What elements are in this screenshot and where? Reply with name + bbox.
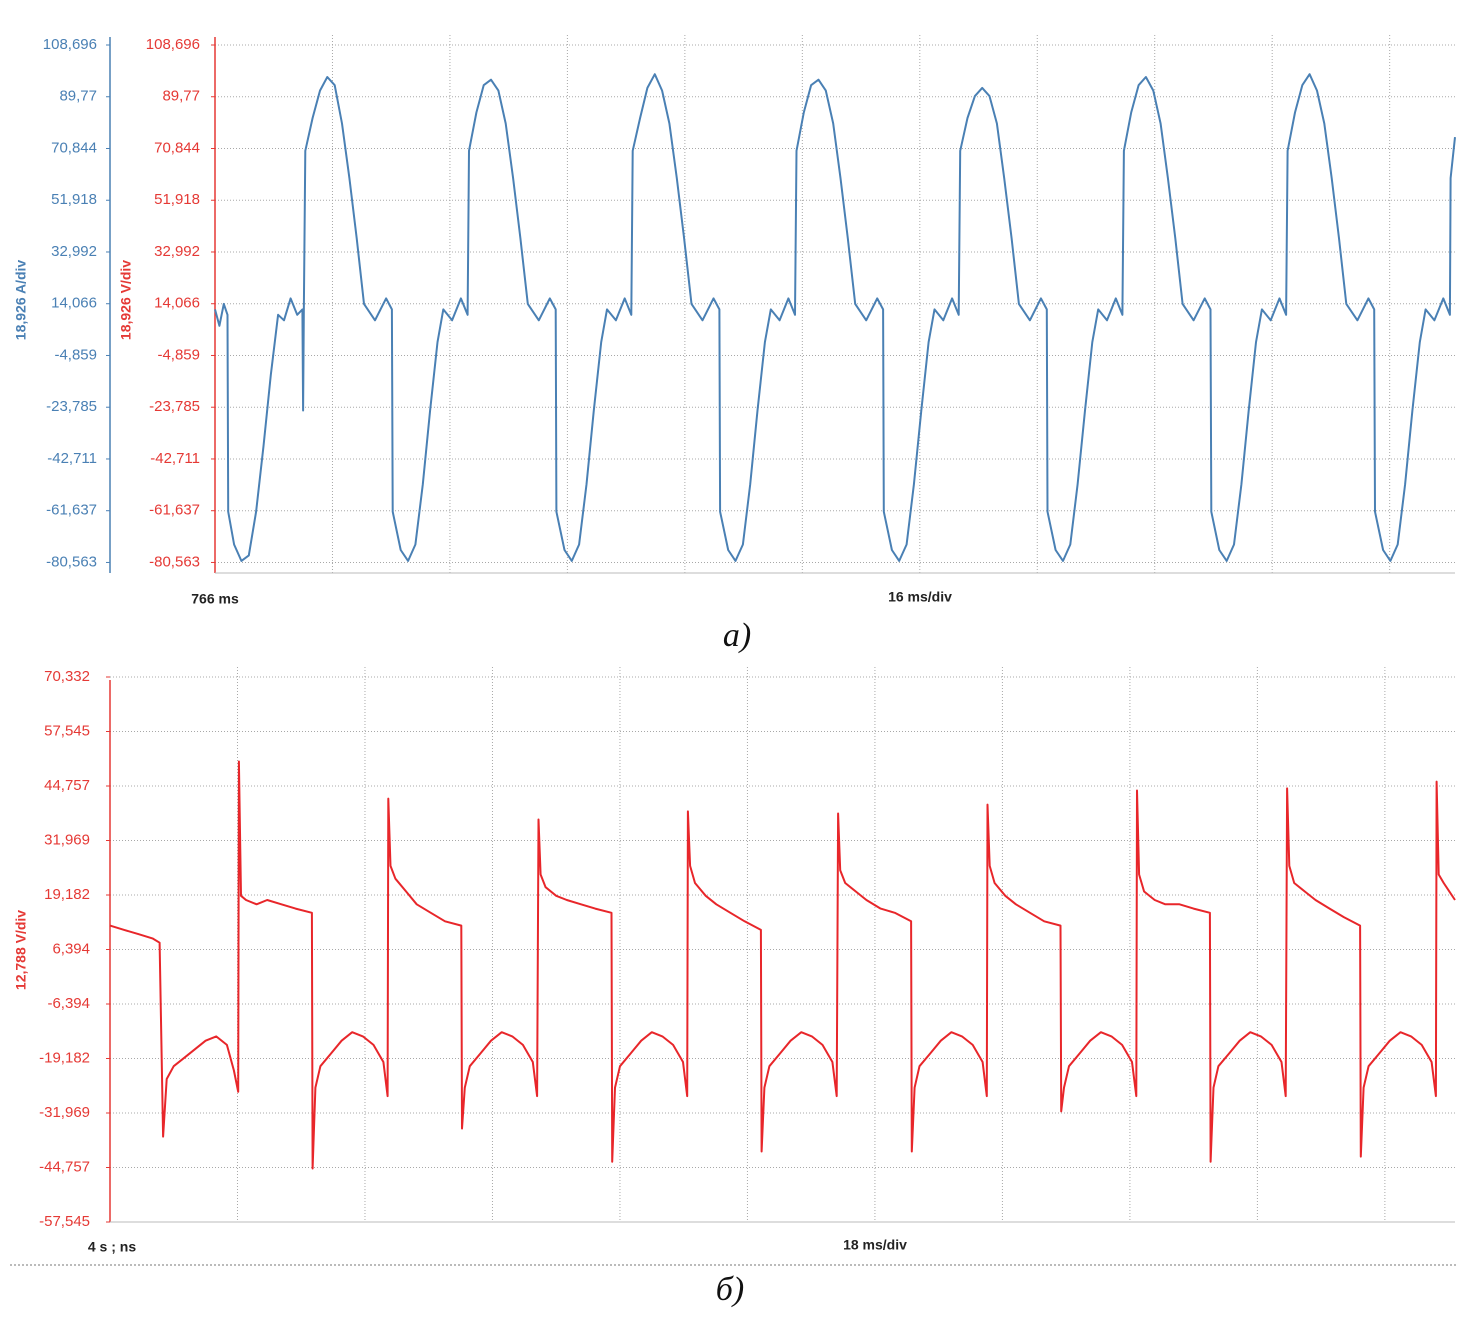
y2-tick-label: 89,77	[162, 88, 200, 105]
y-tick-label: 31,969	[44, 831, 90, 848]
x-start-label: 766 ms	[191, 591, 239, 607]
y-tick-label: 70,332	[44, 668, 90, 685]
y2-tick-label: -80,563	[149, 553, 200, 570]
y-tick-label: -57,545	[39, 1213, 90, 1230]
y-tick-label: 57,545	[44, 722, 90, 739]
y-tick-label: -23,785	[46, 398, 97, 415]
y-tick-label: -80,563	[46, 553, 97, 570]
y-tick-label: -44,757	[39, 1158, 90, 1175]
x-axis-label: 18 ms/div	[843, 1237, 907, 1253]
y-tick-label: -31,969	[39, 1104, 90, 1121]
y2-tick-label: -61,637	[149, 502, 200, 519]
signal-line	[109, 760, 1456, 1170]
y-tick-label: -6,394	[47, 995, 90, 1012]
y2-tick-label: -4,859	[157, 346, 200, 363]
y-axis-label: 18,926 A/div	[13, 260, 29, 341]
y2-tick-label: -23,785	[149, 398, 200, 415]
y-tick-label: 89,77	[59, 88, 97, 105]
y-tick-label: -61,637	[46, 502, 97, 519]
y-tick-label: 108,696	[43, 36, 97, 53]
y-axis-label: 12,788 V/div	[13, 910, 29, 990]
y2-tick-label: 32,992	[154, 243, 200, 260]
caption: б)	[716, 1271, 744, 1308]
y2-tick-label: 51,918	[154, 191, 200, 208]
y2-tick-label: 108,696	[146, 36, 200, 53]
y2-tick-label: -42,711	[150, 450, 200, 467]
y-tick-label: 44,757	[44, 777, 90, 794]
caption: а)	[723, 617, 751, 654]
y-tick-label: -19,182	[39, 1049, 90, 1066]
y2-tick-label: 14,066	[154, 295, 200, 312]
y-tick-label: 6,394	[52, 940, 90, 957]
y-tick-label: 70,844	[51, 139, 97, 156]
y-tick-label: 19,182	[44, 886, 90, 903]
x-axis-label: 16 ms/div	[888, 589, 952, 605]
y-tick-label: -42,711	[47, 450, 97, 467]
y-tick-label: -4,859	[54, 346, 97, 363]
y-tick-label: 14,066	[51, 295, 97, 312]
y2-tick-label: 70,844	[154, 139, 200, 156]
y2-axis-label: 18,926 V/div	[118, 260, 134, 340]
y-tick-label: 51,918	[51, 191, 97, 208]
y-tick-label: 32,992	[51, 243, 97, 260]
x-start-label: 4 s ; ns	[88, 1239, 136, 1255]
signal-line	[214, 73, 1456, 562]
